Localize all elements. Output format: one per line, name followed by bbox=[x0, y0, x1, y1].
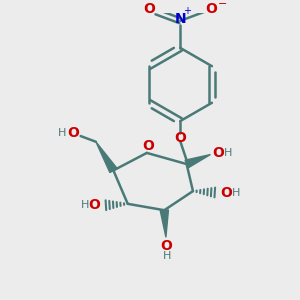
Text: O: O bbox=[174, 131, 186, 145]
Text: O: O bbox=[143, 2, 155, 16]
Text: O: O bbox=[220, 186, 232, 200]
Text: O: O bbox=[212, 146, 224, 160]
Text: O: O bbox=[160, 239, 172, 253]
Text: H: H bbox=[224, 148, 232, 158]
Text: O: O bbox=[89, 198, 100, 212]
Text: H: H bbox=[163, 251, 171, 261]
Polygon shape bbox=[160, 210, 169, 237]
Text: O: O bbox=[67, 127, 79, 140]
Text: +: + bbox=[183, 6, 191, 16]
Text: H: H bbox=[81, 200, 89, 210]
Polygon shape bbox=[96, 142, 117, 172]
Text: N: N bbox=[174, 12, 186, 26]
Text: O: O bbox=[205, 2, 217, 16]
Polygon shape bbox=[185, 154, 211, 168]
Text: H: H bbox=[58, 128, 66, 139]
Text: −: − bbox=[218, 0, 227, 9]
Text: O: O bbox=[142, 139, 154, 153]
Text: H: H bbox=[232, 188, 240, 198]
